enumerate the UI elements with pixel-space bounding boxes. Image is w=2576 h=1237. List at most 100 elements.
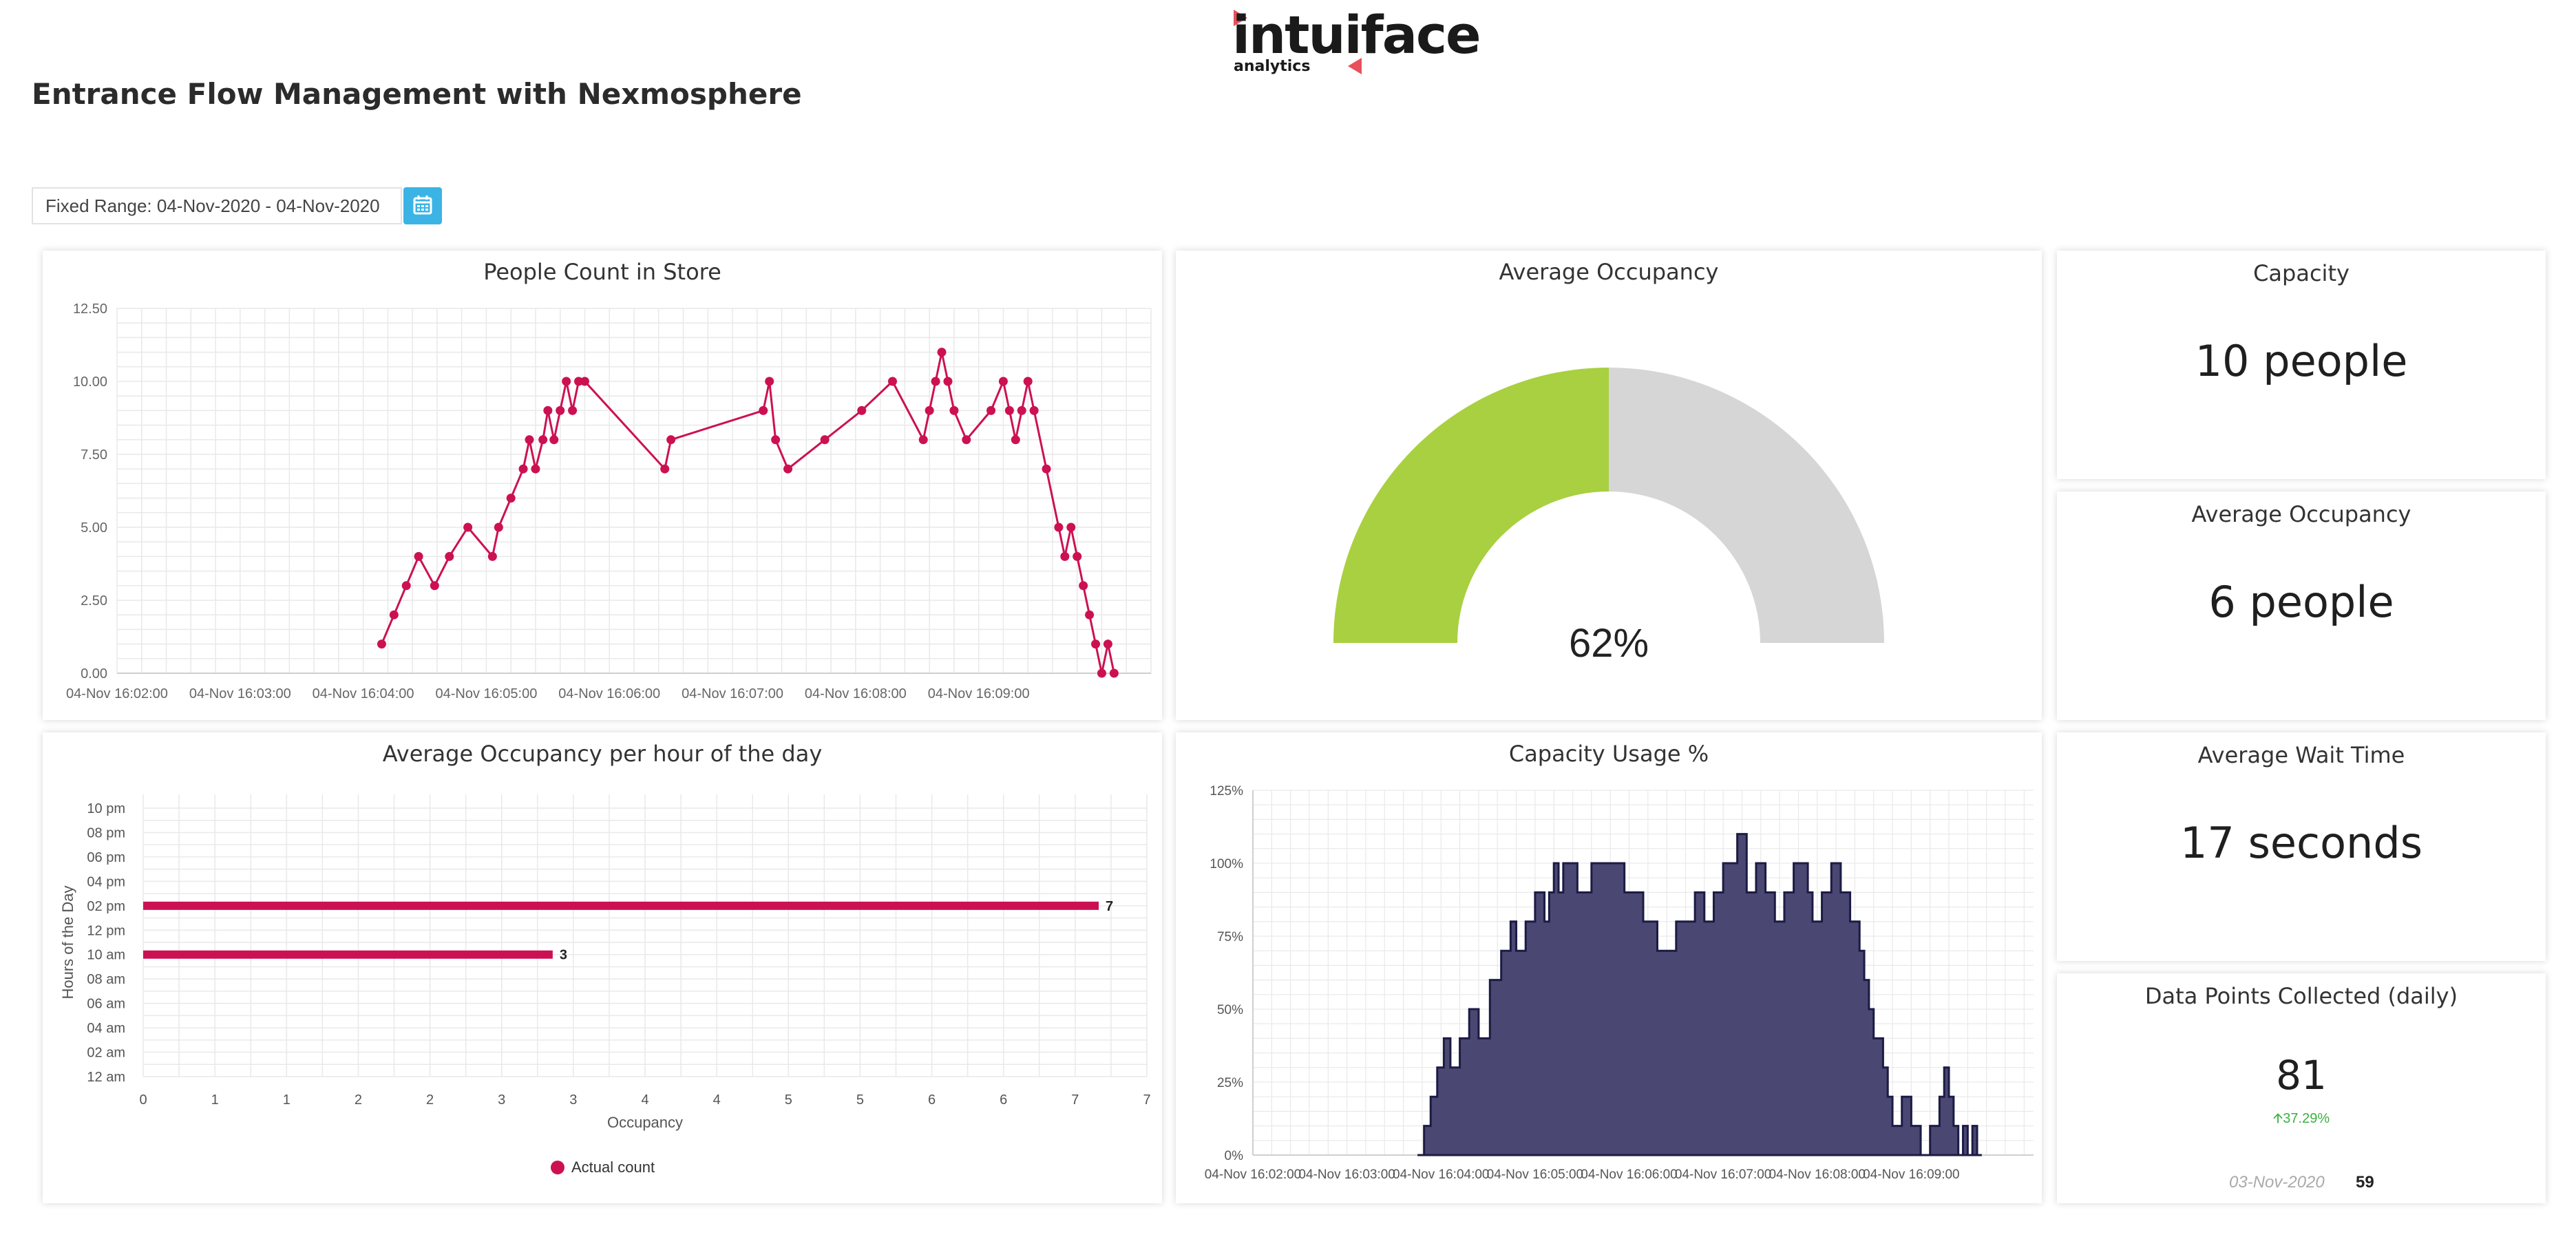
x-tick-label: 04-Nov 16:03:00: [1298, 1167, 1395, 1182]
x-tick-label: 2: [426, 1092, 434, 1108]
people-count-point: [1029, 405, 1039, 415]
y-tick-label: 08 pm: [87, 825, 125, 840]
people-count-point: [531, 464, 540, 474]
people-count-point: [414, 551, 423, 561]
data-points-change-value: 37.29%: [2283, 1111, 2330, 1126]
occupancy-gauge: 62%: [1333, 368, 1884, 666]
occupancy-per-hour-chart: 12 am 02 am 04 am 06 am 08 am 10 am 12 pm 02 pm…: [59, 794, 1151, 1176]
page-title: Entrance Flow Management with Nexmospher…: [32, 77, 802, 111]
people-count-point: [389, 610, 399, 620]
occupancy-bar: [143, 901, 1099, 910]
average-occupancy-card: Average Occupancy 6 people: [2057, 491, 2546, 720]
people-count-point: [925, 405, 934, 415]
people-count-point: [1073, 551, 1082, 561]
x-tick-label: 5: [785, 1092, 792, 1108]
y-tick-label: 12 pm: [87, 923, 125, 938]
x-tick-label: 7: [1143, 1092, 1150, 1108]
capacity-usage-title: Capacity Usage %: [1508, 741, 1709, 767]
average-wait-time-title: Average Wait Time: [2197, 742, 2405, 768]
people-count-point: [1023, 377, 1033, 386]
x-tick-label: 1: [283, 1092, 291, 1108]
y-tick-label: 7.50: [81, 447, 107, 463]
x-tick-label: 4: [713, 1092, 721, 1108]
data-points-prev-date: 03-Nov-2020: [2229, 1173, 2325, 1192]
people-count-point: [1109, 668, 1119, 678]
data-points-title: Data Points Collected (daily): [2144, 983, 2458, 1009]
people-count-point: [506, 494, 516, 503]
people-count-point: [401, 581, 411, 591]
x-tick-label: 1: [211, 1092, 219, 1108]
y-tick-label: 0.00: [81, 666, 107, 681]
x-tick-label: 04-Nov 16:07:00: [1675, 1167, 1772, 1182]
occupancy-per-hour-title: Average Occupancy per hour of the day: [382, 741, 823, 767]
y-axis-label: Hours of the Day: [59, 885, 76, 999]
people-count-point: [888, 377, 897, 386]
people-count-point: [660, 464, 670, 474]
y-tick-label: 25%: [1217, 1076, 1243, 1090]
calendar-button[interactable]: [403, 187, 442, 224]
people-count-point: [918, 435, 928, 445]
x-tick-label: 04-Nov 16:06:00: [558, 686, 660, 701]
average-occupancy-gauge-card: Average Occupancy 62%: [1176, 251, 2042, 720]
y-tick-label: 2.50: [81, 593, 107, 609]
x-tick-label: 04-Nov 16:09:00: [928, 686, 1030, 701]
people-count-point: [1079, 581, 1088, 591]
capacity-usage-area: [1417, 833, 1982, 1156]
people-count-card: People Count in Store 0.00 2.50 5.00 7.50 10…: [43, 251, 1162, 720]
y-tick-label: 10 am: [87, 948, 125, 963]
y-tick-label: 06 pm: [87, 850, 125, 865]
data-points-prev-value: 59: [2356, 1173, 2374, 1192]
x-tick-label: 04-Nov 16:05:00: [435, 686, 537, 701]
x-tick-label: 6: [928, 1092, 936, 1108]
people-count-point: [771, 435, 781, 445]
capacity-value: 10 people: [2195, 336, 2408, 386]
x-tick-label: 04-Nov 16:09:00: [1863, 1167, 1960, 1182]
people-count-point: [666, 435, 676, 445]
y-tick-label: 06 am: [87, 997, 125, 1012]
legend-marker: [551, 1161, 564, 1174]
people-count-point: [562, 377, 571, 386]
people-count-point: [1042, 464, 1051, 474]
bar-value-label: 3: [560, 948, 567, 963]
people-count-point: [759, 405, 768, 415]
people-count-point: [857, 405, 867, 415]
people-count-point: [1011, 435, 1020, 445]
people-count-title: People Count in Store: [483, 259, 721, 285]
people-count-point: [377, 639, 386, 649]
logo-accent-triangles: [1234, 10, 1362, 74]
x-tick-label: 6: [1000, 1092, 1007, 1108]
calendar-icon: [413, 195, 432, 215]
y-tick-label: 12.50: [73, 302, 107, 317]
capacity-card: Capacity 10 people: [2057, 251, 2546, 479]
y-tick-label: 08 am: [87, 972, 125, 987]
y-tick-label: 50%: [1217, 1003, 1243, 1017]
people-count-point: [1060, 551, 1070, 561]
people-count-point: [1097, 668, 1106, 678]
x-tick-label: 04-Nov 16:07:00: [682, 686, 783, 701]
data-points-value: 81: [2276, 1052, 2327, 1099]
average-wait-time-card: Average Wait Time 17 seconds: [2057, 732, 2546, 961]
x-tick-label: 04-Nov 16:08:00: [1769, 1167, 1866, 1182]
average-occupancy-value: 6 people: [2208, 577, 2394, 627]
people-count-point: [783, 464, 793, 474]
people-count-point: [463, 522, 473, 532]
y-tick-label: 04 pm: [87, 874, 125, 889]
x-tick-label: 0: [139, 1092, 147, 1108]
gauge-value-label: 62%: [1569, 621, 1649, 666]
x-tick-label: 04-Nov 16:02:00: [1205, 1167, 1302, 1182]
y-tick-label: 100%: [1210, 857, 1243, 871]
y-tick-label: 125%: [1210, 784, 1243, 799]
people-count-point: [1066, 522, 1076, 532]
people-count-point: [931, 377, 940, 386]
people-count-point: [949, 405, 959, 415]
people-count-point: [494, 522, 503, 532]
x-tick-label: 04-Nov 16:08:00: [805, 686, 907, 701]
x-tick-label: 7: [1071, 1092, 1079, 1108]
date-range-field[interactable]: Fixed Range: 04-Nov-2020 - 04-Nov-2020: [32, 187, 402, 224]
capacity-usage-chart: 0%25%50%75%100%125%04-Nov 16:02:0004-Nov…: [1205, 784, 2034, 1182]
people-count-point: [525, 435, 534, 445]
people-count-point: [430, 581, 439, 591]
people-count-point: [518, 464, 528, 474]
people-count-point: [765, 377, 774, 386]
x-tick-label: 3: [498, 1092, 505, 1108]
